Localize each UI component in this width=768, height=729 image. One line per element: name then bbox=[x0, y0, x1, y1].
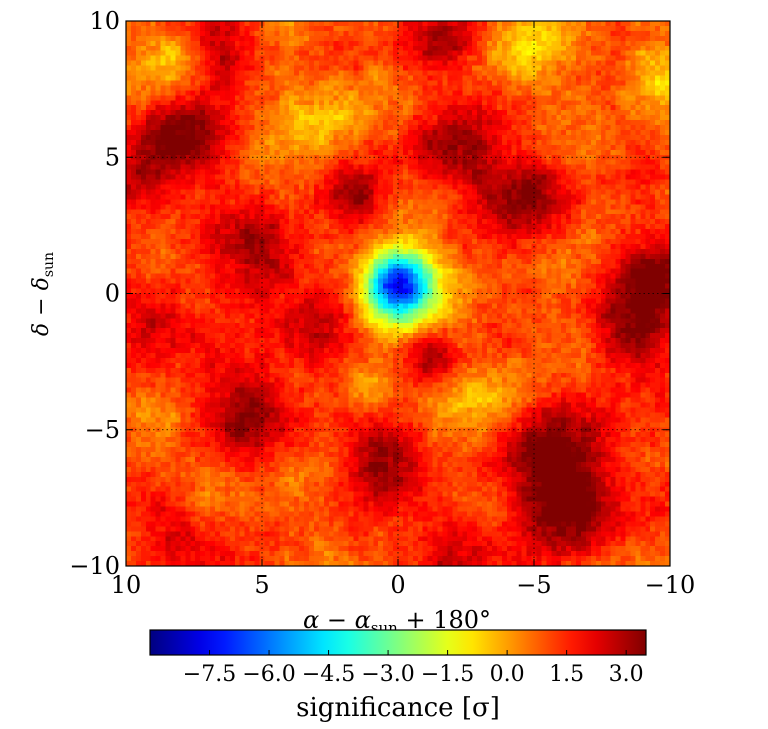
x-axis-label: α − αsun + 180° bbox=[303, 606, 491, 637]
colorbar-tick-label: −6.0 bbox=[242, 662, 295, 687]
colorbar-tick-label: −4.5 bbox=[302, 662, 355, 687]
colorbar: −7.5 −6.0 −4.5 −3.0 −1.5 0.0 1.5 3.0 bbox=[149, 629, 647, 687]
y-axis-label: δ − δsun bbox=[29, 252, 57, 336]
colorbar-tick-label: 0.0 bbox=[490, 662, 525, 687]
x-tick-label: 0 bbox=[390, 571, 405, 599]
y-axis-label-sub: sun bbox=[41, 252, 57, 277]
x-tick-label: −5 bbox=[516, 571, 551, 599]
colorbar-label: significance [σ] bbox=[296, 693, 500, 723]
colorbar-tick-label: −7.5 bbox=[183, 662, 236, 687]
colorbar-tick-label: 1.5 bbox=[549, 662, 584, 687]
y-tick-label: −5 bbox=[85, 416, 120, 444]
colorbar-tick-label: 3.0 bbox=[609, 662, 644, 687]
colorbar-tick-label: −3.0 bbox=[361, 662, 414, 687]
y-tick-label: 5 bbox=[105, 143, 120, 171]
colorbar-tick-label: −1.5 bbox=[421, 662, 474, 687]
y-axis: −10 −5 0 5 10 bbox=[69, 7, 670, 580]
x-tick-label: 10 bbox=[111, 571, 142, 599]
x-axis-label-main: α − α bbox=[303, 606, 371, 634]
x-tick-label: −10 bbox=[645, 571, 696, 599]
x-tick-label: 5 bbox=[254, 571, 269, 599]
x-axis: 10 5 0 −5 −10 bbox=[111, 21, 696, 599]
y-axis-label-main: δ − δ bbox=[29, 277, 54, 336]
y-tick-label: 10 bbox=[89, 7, 120, 35]
y-tick-label: −10 bbox=[69, 552, 120, 580]
y-tick-label: 0 bbox=[105, 280, 120, 308]
colorbar-gradient bbox=[149, 629, 647, 656]
x-axis-label-rest: + 180° bbox=[398, 606, 491, 634]
